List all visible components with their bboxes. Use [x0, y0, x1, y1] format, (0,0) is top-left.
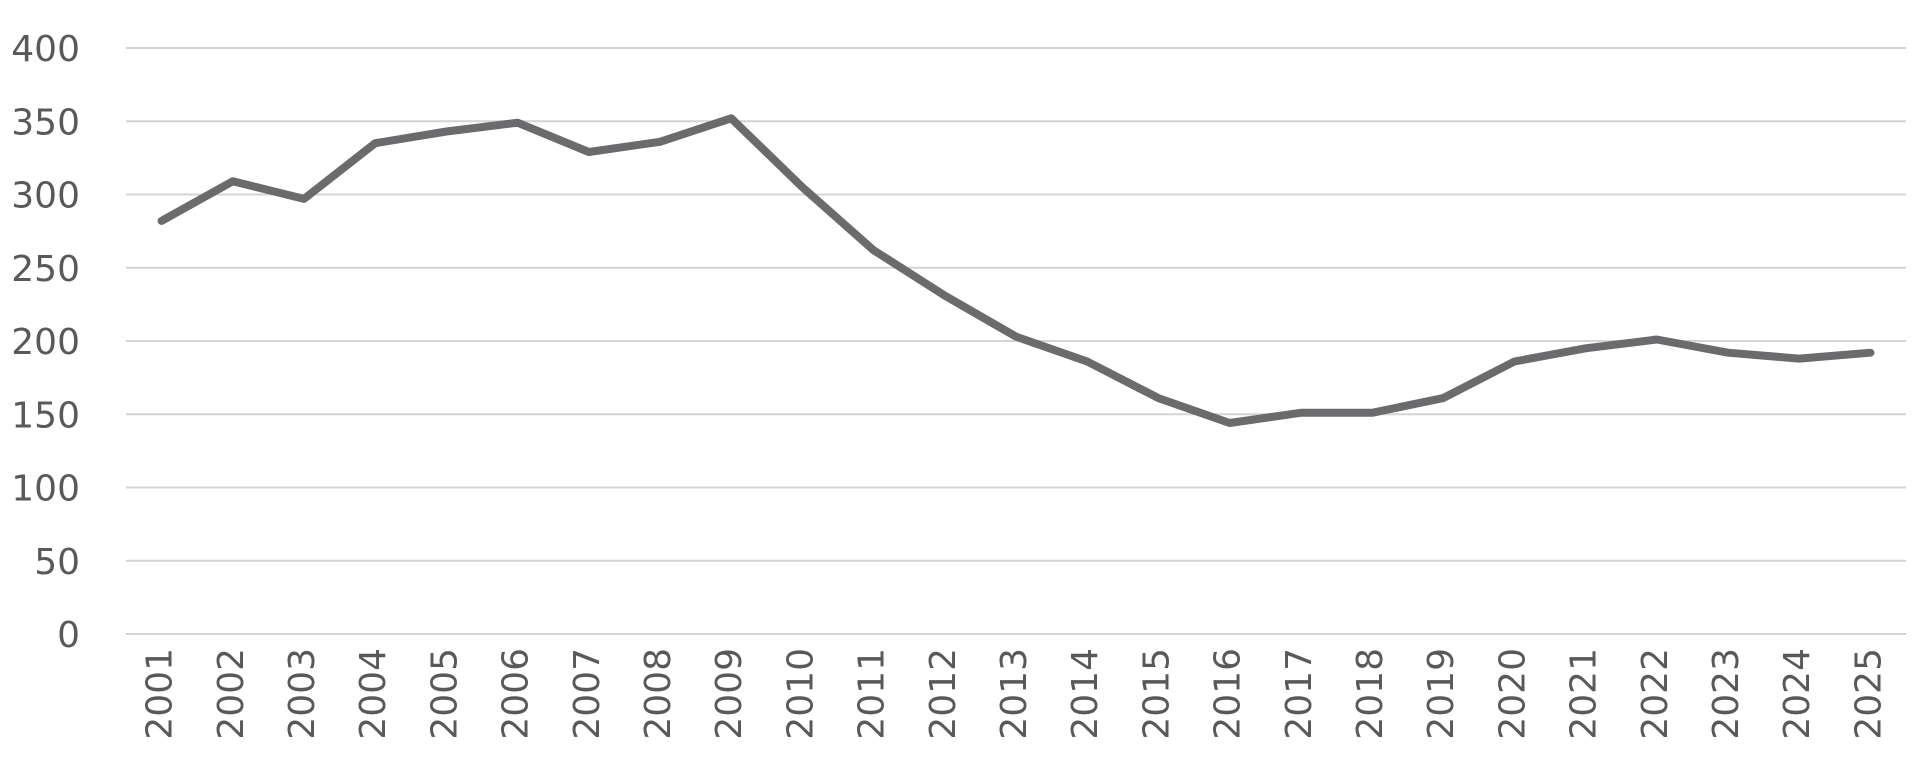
- x-tick-label: 2018: [1350, 648, 1391, 740]
- y-tick-label: 0: [57, 615, 80, 656]
- series-layer: [157, 114, 1875, 427]
- x-tick-label: 2019: [1421, 648, 1462, 740]
- x-tick-label: 2007: [567, 648, 608, 740]
- y-tick-label: 50: [34, 542, 80, 583]
- x-tick-label: 2012: [923, 648, 964, 740]
- x-tick-label: 2003: [282, 648, 323, 740]
- x-tick-label: 2021: [1564, 648, 1605, 740]
- x-axis-tick-labels: 2001 2002 2003 2004 2005 2006 2007 2008 2009 2010…: [140, 648, 1890, 740]
- y-tick-label: 100: [11, 469, 80, 510]
- y-tick-label: 350: [11, 102, 80, 143]
- x-tick-label: 2001: [140, 648, 181, 740]
- x-tick-label: 2023: [1706, 648, 1747, 740]
- x-tick-label: 2006: [496, 648, 537, 740]
- x-tick-label: 2017: [1279, 648, 1320, 740]
- x-tick-label: 2002: [211, 648, 252, 740]
- y-tick-label: 200: [11, 322, 80, 363]
- x-tick-label: 2010: [780, 648, 821, 740]
- x-tick-label: 2013: [994, 648, 1035, 740]
- y-tick-label: 400: [11, 29, 80, 70]
- x-tick-label: 2005: [424, 648, 465, 740]
- x-tick-label: 2025: [1848, 648, 1889, 740]
- y-tick-label: 300: [11, 176, 80, 217]
- series-line-0: [157, 114, 1875, 427]
- x-tick-label: 2008: [638, 648, 679, 740]
- x-tick-label: 2014: [1065, 648, 1106, 740]
- x-tick-label: 2020: [1492, 648, 1533, 740]
- x-tick-label: 2011: [852, 648, 893, 740]
- y-axis-tick-labels: 0 50 100 150 200 250 300 350 400: [11, 29, 80, 656]
- gridlines: [126, 47, 1906, 635]
- x-tick-label: 2016: [1208, 648, 1249, 740]
- x-tick-label: 2015: [1136, 648, 1177, 740]
- x-tick-label: 2004: [353, 648, 394, 740]
- x-tick-label: 2024: [1777, 648, 1818, 740]
- y-tick-label: 150: [11, 395, 80, 436]
- x-tick-label: 2009: [709, 648, 750, 740]
- x-tick-label: 2022: [1635, 648, 1676, 740]
- y-tick-label: 250: [11, 249, 80, 290]
